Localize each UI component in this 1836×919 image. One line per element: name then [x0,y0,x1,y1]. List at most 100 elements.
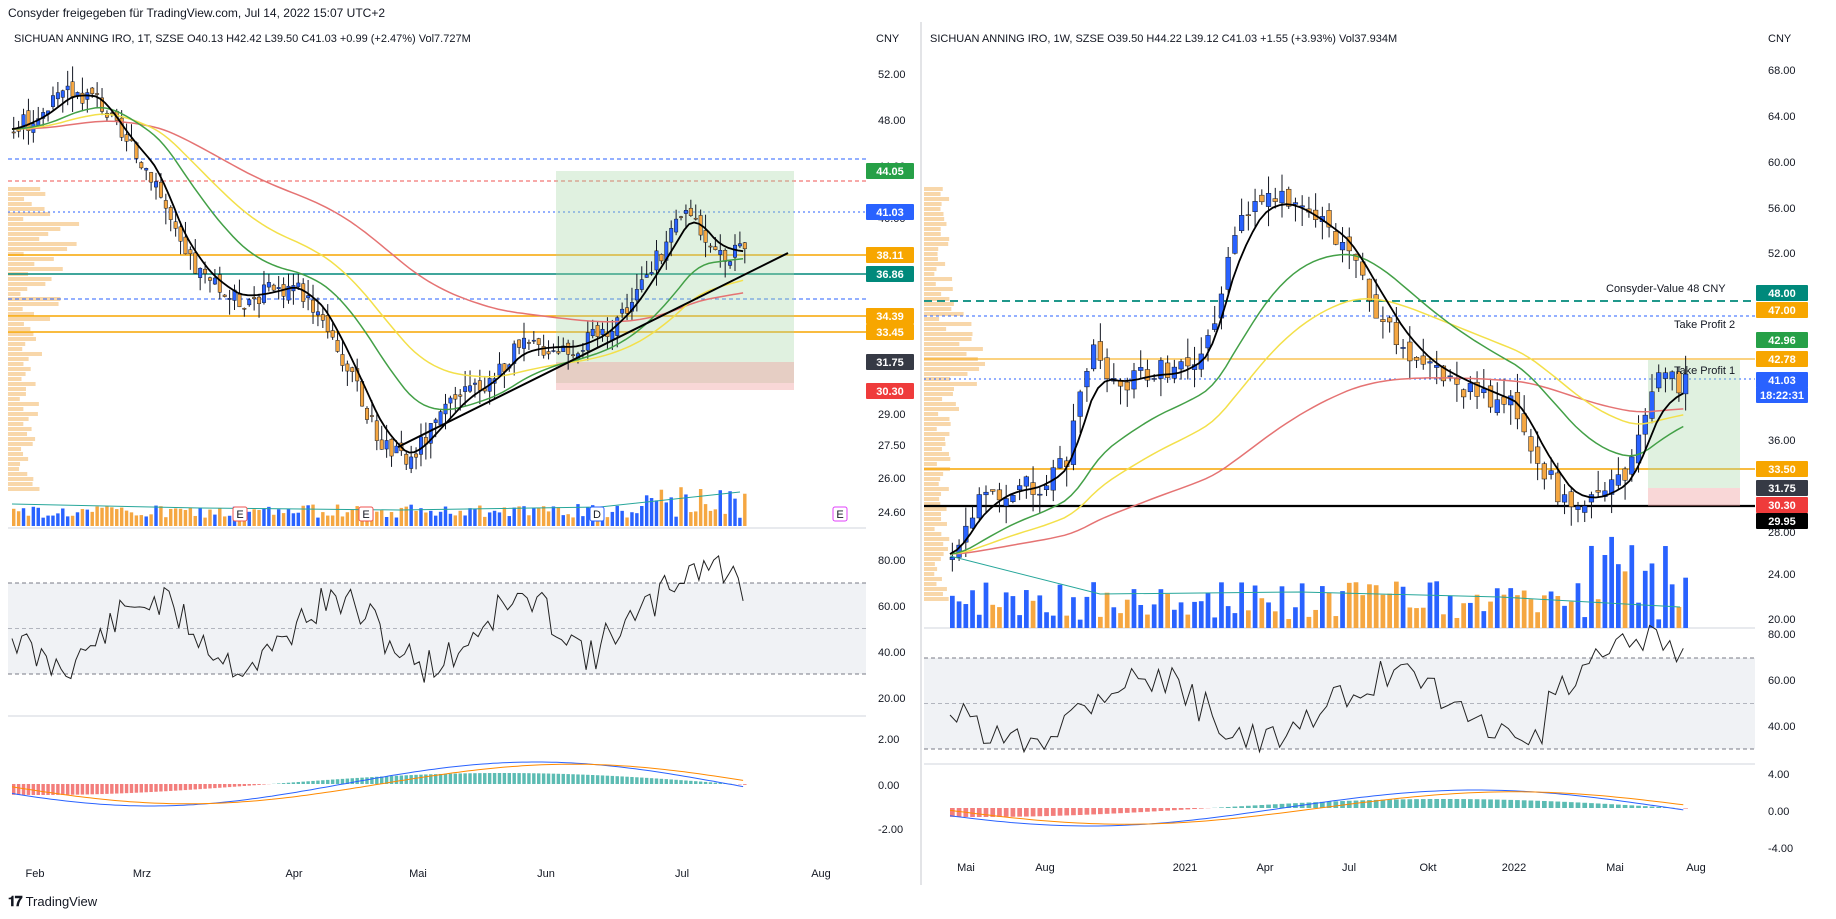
candle-body [1003,498,1009,507]
volume-profile-bar [8,457,29,461]
ma-green [949,253,1684,555]
macd-hist [1172,808,1177,811]
macd-hist [950,808,955,817]
volume-profile-bar [8,412,38,416]
macd-hist [684,780,688,784]
macd-hist [262,784,266,785]
macd-hist [149,784,153,793]
macd-hist [95,784,99,795]
candle-body [1124,381,1130,391]
candle-body [414,453,419,458]
volume-bar [502,507,507,526]
macd-hist [1037,808,1043,817]
candle-body [409,456,414,469]
candle-body [1669,371,1675,379]
volume-profile-bar [8,387,26,391]
volume-bar [679,487,683,526]
candle-body [301,283,306,302]
left-rsi-tick: 40.00 [878,647,906,659]
volume-bar [1394,581,1399,628]
volume-bar [537,508,541,526]
candle-body [1568,491,1574,508]
macd-hist [644,777,649,784]
macd-hist [409,775,413,784]
volume-bar [95,506,99,526]
volume-bar [1494,588,1500,628]
macd-hist [551,773,556,784]
charts-canvas[interactable]: SICHUAN ANNING IRO, 1T, SZSE O40.13 H42.… [0,22,1836,907]
macd-hist [41,784,45,795]
candle-body [1434,365,1440,368]
candle-body [1427,361,1433,364]
macd-hist [414,774,418,784]
candle-body [639,279,644,290]
candle-body [1245,214,1251,216]
candle-body [1023,476,1029,487]
volume-profile-bar [8,357,29,361]
volume-profile-bar [8,467,20,471]
volume-bar [1649,563,1655,628]
volume-bar [600,517,605,526]
candle-body [217,274,222,293]
macd-hist [1279,803,1285,808]
volume-profile-bar [924,437,945,441]
volume-bar [1003,592,1009,628]
candle-body [649,272,654,275]
volume-profile-bar [924,497,940,501]
macd-hist [144,784,148,793]
candle-body [713,246,718,250]
volume-bar [1468,602,1473,628]
volume-bar [625,517,629,526]
volume-profile-bar [924,197,950,201]
macd-hist [1165,808,1170,811]
macd-hist [252,784,256,786]
candle-body [389,438,394,457]
macd-hist [56,784,60,795]
macd-hist [301,781,305,784]
candle-body [1474,381,1480,397]
macd-hist [1353,800,1359,808]
volume-bar [1629,545,1635,628]
macd-hist [507,773,512,784]
volume-bar [541,506,546,526]
macd-hist [970,808,975,817]
candle-body [1642,414,1648,435]
macd-hist [1555,801,1561,808]
right-rsi-tick: 60.00 [1768,675,1796,687]
candle-body [448,397,453,404]
macd-hist [1636,805,1641,808]
left-chart[interactable]: SICHUAN ANNING IRO, 1T, SZSE O40.13 H42.… [8,33,914,880]
macd-hist [1589,803,1594,808]
event-marker [832,506,848,522]
volume-profile-bar [924,417,950,421]
footer: 𝟏𝟕 TradingView [8,893,97,910]
candle-body [51,95,55,107]
macd-hist [90,784,94,795]
macd-hist [502,773,507,784]
macd-hist [154,784,158,792]
volume-bar [703,504,708,526]
volume-profile-bar [8,282,46,286]
volume-profile-bar [8,187,41,191]
candle-body [546,351,551,355]
volume-profile-bar [924,372,968,376]
volume-bar [1044,612,1049,628]
candle-body [590,328,595,337]
macd-hist [129,784,134,793]
volume-bar [90,511,94,526]
candle-body [315,311,320,316]
volume-profile-bar [924,217,945,221]
candle-body [433,419,438,423]
volume-profile-bar [924,472,944,476]
right-ytick: 28.00 [1768,527,1796,539]
macd-hist [370,777,374,784]
volume-bar [649,498,654,526]
volume-profile-bar [8,347,23,351]
macd-hist [664,779,669,784]
macd-hist [1542,800,1547,808]
volume-bar [738,517,742,526]
candle-body [517,339,522,348]
macd-hist [625,776,629,784]
volume-bar [733,498,737,526]
right-chart[interactable]: SICHUAN ANNING IRO, 1W, SZSE O39.50 H44.… [924,33,1808,874]
